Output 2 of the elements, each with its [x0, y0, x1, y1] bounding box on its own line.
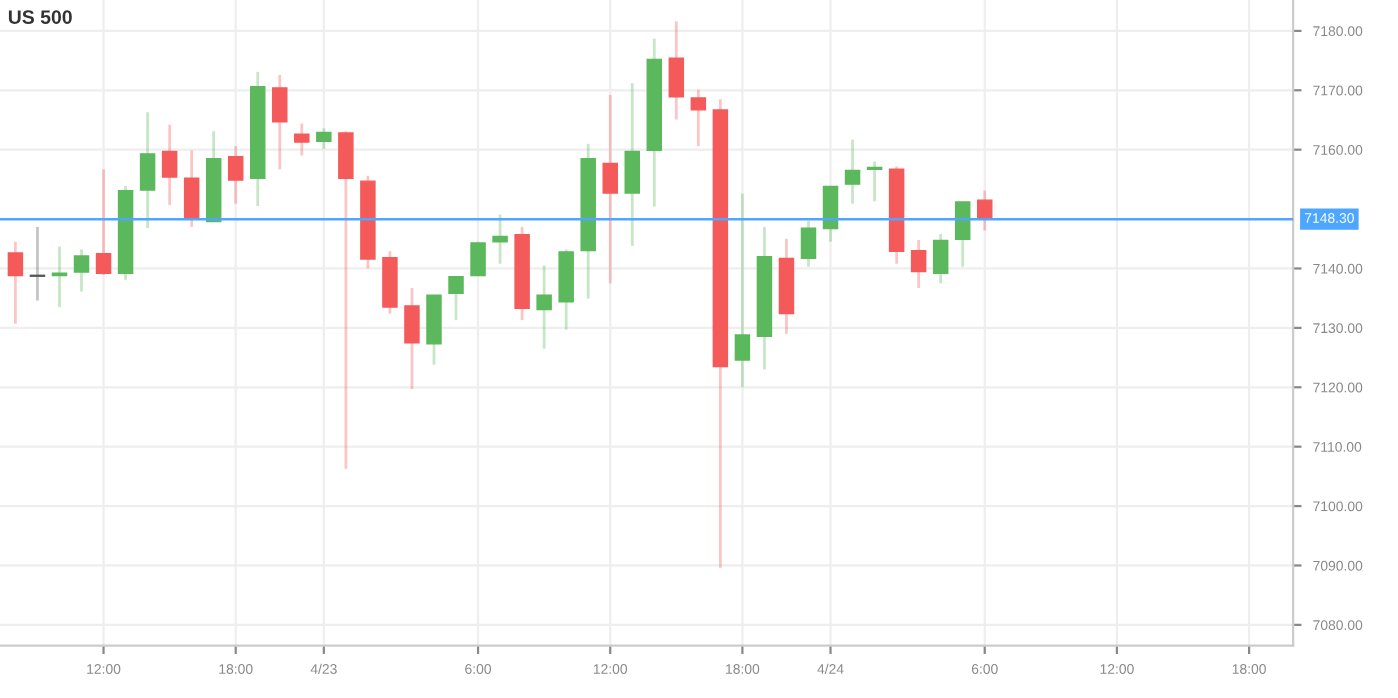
candlestick — [470, 240, 486, 277]
chart-title: US 500 — [8, 10, 72, 24]
